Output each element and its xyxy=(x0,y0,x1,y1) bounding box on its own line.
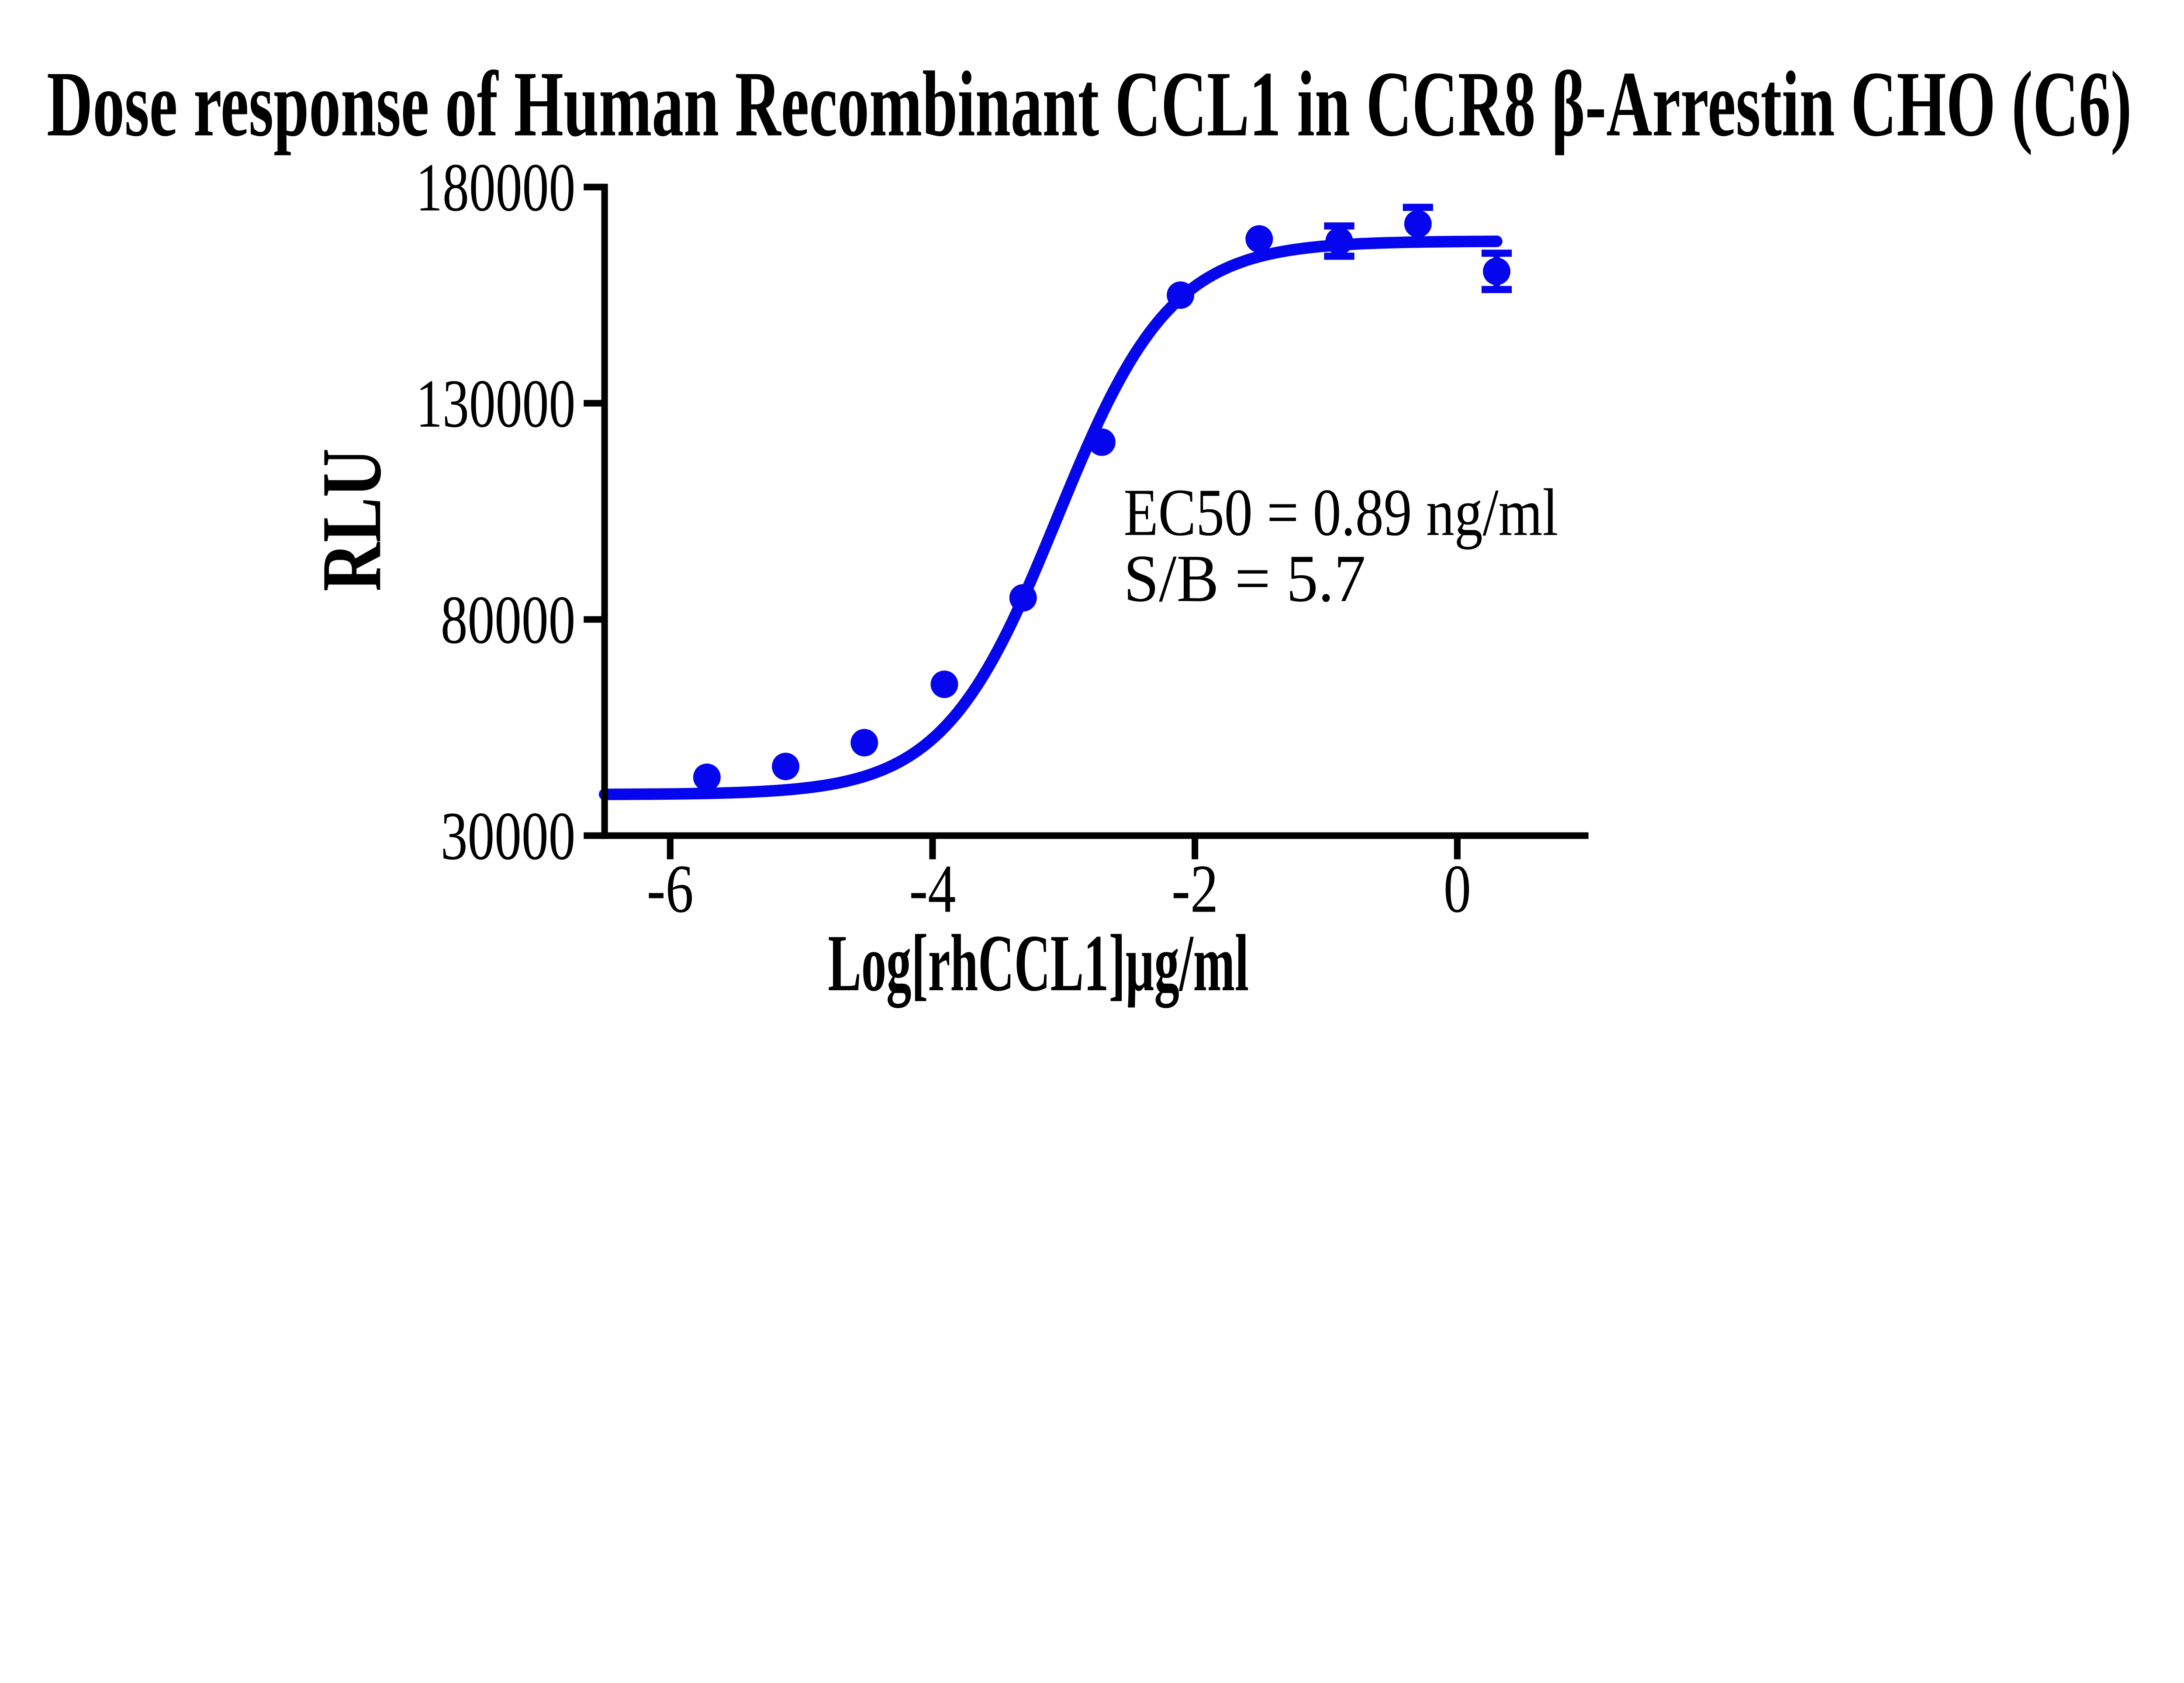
y-tick-label: 30000 xyxy=(441,798,576,874)
x-axis-title: Log[rhCCL1]µg/ml xyxy=(828,918,1248,1008)
data-point xyxy=(1482,257,1510,285)
dose-response-chart: Dose response of Human Recombinant CCL1 … xyxy=(47,52,2132,1008)
signal-to-background-annotation: S/B = 5.7 xyxy=(1123,542,1365,616)
ec50-annotation: EC50 = 0.89 ng/ml xyxy=(1123,476,1558,550)
data-point xyxy=(1245,225,1273,253)
y-tick-label: 80000 xyxy=(441,582,576,658)
x-tick-label: -2 xyxy=(1171,851,1218,927)
data-point xyxy=(850,729,878,757)
x-tick-label: -6 xyxy=(647,851,694,927)
data-point xyxy=(1009,584,1037,612)
data-point xyxy=(1404,210,1432,238)
y-axis-title: RLU xyxy=(304,448,399,591)
data-point xyxy=(772,753,800,781)
x-tick-label: -4 xyxy=(909,851,956,927)
y-tick-label: 180000 xyxy=(416,150,575,226)
fit-results-annotation: EC50 = 0.89 ng/ml S/B = 5.7 xyxy=(1123,476,1558,616)
chart-title: Dose response of Human Recombinant CCL1 … xyxy=(47,52,2132,156)
y-tick-label: 130000 xyxy=(416,366,575,442)
x-tick-label: 0 xyxy=(1444,851,1471,927)
data-point xyxy=(1088,428,1116,456)
plot-area: 30000 80000 130000 180000 -6 -4 -2 0 xyxy=(416,150,1589,927)
data-point xyxy=(930,670,958,698)
data-point xyxy=(1167,281,1195,309)
data-point xyxy=(693,763,721,791)
data-point xyxy=(1325,227,1353,255)
